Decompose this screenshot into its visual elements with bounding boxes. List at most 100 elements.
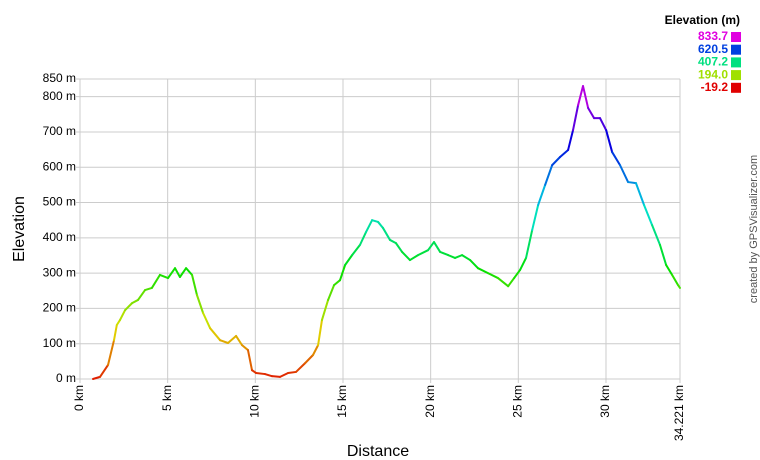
elevation-segment <box>611 151 622 167</box>
x-tick-label: 0 km <box>72 385 86 411</box>
elevation-segment <box>388 238 397 245</box>
elevation-segment <box>255 372 266 376</box>
elevation-segment <box>582 85 590 109</box>
elevation-segment <box>333 279 342 287</box>
elevation-segment <box>113 324 118 342</box>
legend-label: 620.5 <box>698 42 728 56</box>
elevation-segment <box>317 319 323 347</box>
x-tick-label: 5 km <box>160 385 174 411</box>
credit: created by GPSVisualizer.com <box>748 155 760 303</box>
elevation-segment <box>202 312 212 330</box>
legend-swatch <box>731 57 741 68</box>
elevation-segment <box>577 85 585 107</box>
elevation-segment <box>567 129 575 151</box>
elevation-segment <box>124 302 134 312</box>
y-tick-label: 800 m <box>43 89 76 103</box>
x-tick-label: 10 km <box>248 385 262 418</box>
elevation-segment <box>359 231 367 246</box>
x-tick-label: 34.221 km <box>672 385 686 441</box>
legend-label: -19.2 <box>701 80 729 94</box>
elevation-segment <box>364 219 374 234</box>
x-tick-label: 20 km <box>423 385 437 418</box>
elevation-segment <box>263 373 273 378</box>
y-tick-label: 850 m <box>43 71 76 85</box>
elevation-segment <box>559 148 570 158</box>
elevation-segment <box>98 363 110 378</box>
elevation-segment <box>544 164 554 186</box>
elevation-segment <box>131 298 140 305</box>
y-tick-label: 100 m <box>43 336 76 350</box>
elevation-segment <box>320 298 330 322</box>
elevation-segment <box>408 254 420 262</box>
elevation-segment <box>439 250 450 257</box>
elevation-segment <box>279 372 290 378</box>
legend-label: 833.7 <box>698 29 728 43</box>
elevation-segment <box>295 362 307 373</box>
elevation-segment <box>191 273 198 296</box>
elevation-segment <box>195 294 205 314</box>
elevation-segment <box>619 164 630 184</box>
elevation-segment <box>496 277 510 288</box>
legend-label: 407.2 <box>698 55 728 69</box>
y-tick-label: 200 m <box>43 301 76 315</box>
elevation-segment <box>381 226 391 241</box>
elevation-segment <box>137 289 147 301</box>
y-tick-label: 400 m <box>43 230 76 244</box>
elevation-segment <box>605 129 614 154</box>
elevation-segment <box>447 254 457 259</box>
legend-label: 194.0 <box>698 67 728 81</box>
elevation-segment <box>174 267 181 278</box>
elevation-segment <box>287 370 298 374</box>
elevation-segment <box>339 264 347 282</box>
x-axis-title: Distance <box>347 443 409 460</box>
elevation-segment <box>519 256 528 271</box>
elevation-segment <box>477 267 489 275</box>
y-tick-label: 0 m <box>56 371 76 385</box>
elevation-segment <box>513 268 522 280</box>
elevation-segment <box>209 327 222 342</box>
elevation-segment <box>394 242 404 253</box>
legend-title: Elevation (m) <box>665 13 740 27</box>
elevation-segment <box>312 344 320 356</box>
elevation-segment <box>178 267 188 278</box>
elevation-segment <box>118 309 127 322</box>
elevation-segment <box>454 254 464 259</box>
elevation-segment <box>304 354 315 365</box>
elevation-segment <box>226 334 238 344</box>
elevation-segment <box>599 117 608 132</box>
elevation-segment <box>150 273 161 289</box>
elevation-segment <box>531 204 540 232</box>
x-tick-label: 15 km <box>335 385 349 418</box>
elevation-segment <box>219 339 229 344</box>
elevation-segment <box>432 241 442 253</box>
elevation-segment <box>185 267 194 276</box>
elevation-segment <box>507 277 516 288</box>
elevation-segment <box>270 375 282 378</box>
elevation-segment <box>327 284 336 301</box>
elevation-segment <box>344 254 354 266</box>
elevation-segment <box>351 243 362 257</box>
legend-swatch <box>731 32 741 42</box>
elevation-segment <box>461 254 472 262</box>
elevation-segment <box>658 243 668 266</box>
elevation-segment <box>551 156 562 167</box>
y-axis-title: Elevation <box>11 196 28 262</box>
elevation-segment <box>235 334 244 347</box>
elevation-segment <box>91 375 101 380</box>
elevation-segment <box>627 181 637 185</box>
x-tick-label: 30 km <box>598 385 612 418</box>
elevation-segment <box>671 273 680 287</box>
elevation-segment <box>634 182 646 206</box>
legend-swatch <box>731 44 741 55</box>
elevation-segment <box>643 204 654 227</box>
elevation-segment <box>144 286 153 292</box>
y-tick-label: 600 m <box>43 159 76 173</box>
elevation-segment <box>417 249 430 257</box>
y-tick-label: 500 m <box>43 195 76 209</box>
elevation-segment <box>371 219 380 223</box>
elevation-segment <box>107 339 116 366</box>
elevation-segment <box>377 220 384 229</box>
elevation-segment <box>158 273 170 280</box>
elevation-segment <box>401 250 411 262</box>
